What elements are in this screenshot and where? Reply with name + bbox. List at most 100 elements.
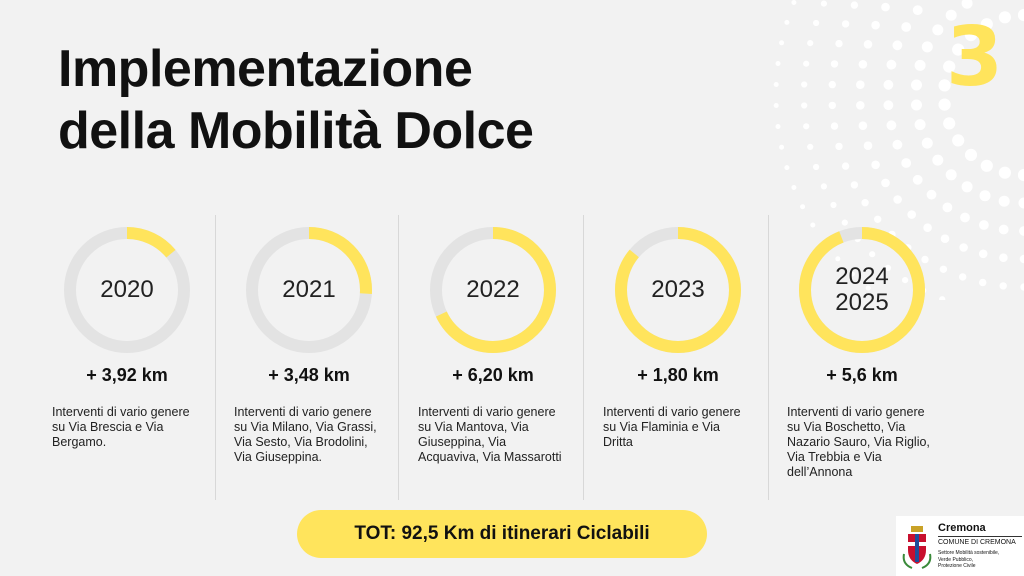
- year-label-line: 2022: [466, 276, 520, 303]
- decorative-dot: [830, 122, 839, 130]
- decorative-dot: [861, 199, 869, 207]
- decorative-dot: [810, 222, 816, 228]
- year-label: 2021: [244, 225, 374, 355]
- decorative-dot: [803, 123, 810, 130]
- progress-ring-fill: [246, 227, 372, 353]
- decorative-dot: [820, 0, 827, 7]
- decorative-dot: [886, 59, 897, 70]
- progress-ring: [615, 227, 741, 353]
- decorative-dot: [893, 195, 902, 204]
- decorative-dot: [1017, 168, 1024, 182]
- decorative-dot: [979, 278, 987, 287]
- decorative-dot: [830, 60, 839, 68]
- decorative-dot: [939, 265, 948, 273]
- decorative-dot: [911, 99, 922, 111]
- decorative-dot: [914, 59, 926, 71]
- decorative-dot: [886, 120, 897, 131]
- decorative-dot: [921, 137, 933, 149]
- decorative-dot: [1019, 226, 1024, 236]
- decorative-dot: [940, 234, 950, 243]
- comune-logo: Cremona COMUNE DI CREMONA Settore Mobili…: [896, 516, 1024, 576]
- decorative-dot: [998, 195, 1010, 207]
- intervention-description: Interventi di vario genere su Via Bosche…: [787, 405, 930, 479]
- decorative-dot: [938, 79, 951, 92]
- decorative-dot: [828, 80, 836, 89]
- year-label: 2022: [428, 225, 558, 355]
- decorative-dot: [784, 19, 790, 25]
- decorative-dot: [912, 174, 923, 185]
- logo-subtitle: COMUNE DI CREMONA: [938, 539, 1016, 546]
- decorative-dot: [952, 43, 965, 56]
- decorative-dot: [779, 40, 785, 46]
- logo-department: Settore Mobilità sostenibile, Verde Pubb…: [938, 550, 1022, 570]
- decorative-dot: [921, 41, 933, 53]
- decorative-dot: [881, 2, 890, 12]
- page-title-line-1: Implementazione: [58, 40, 473, 98]
- decorative-dot: [841, 20, 850, 28]
- intervention-description: Interventi di vario genere su Via Milano…: [234, 405, 377, 464]
- decorative-dot: [952, 134, 965, 147]
- year-label: 2024 2025: [797, 225, 927, 355]
- decorative-dot: [807, 40, 814, 47]
- decorative-dot: [874, 215, 882, 223]
- decorative-dot: [945, 169, 957, 181]
- decorative-dot: [883, 100, 894, 111]
- decorative-dot: [979, 190, 991, 202]
- km-added: + 5,6 km: [826, 365, 898, 385]
- decorative-dot: [1018, 197, 1024, 209]
- decorative-dot: [775, 61, 781, 66]
- decorative-dot: [914, 119, 926, 131]
- logo-divider: [938, 536, 1022, 537]
- decorative-dot: [779, 144, 785, 150]
- decorative-dot: [784, 165, 790, 171]
- column-divider: [215, 215, 216, 500]
- decorative-dot: [892, 40, 903, 51]
- decorative-dot: [883, 79, 894, 90]
- year-label: 2023: [613, 225, 743, 355]
- decorative-dot: [961, 0, 973, 9]
- total-km-badge: TOT: 92,5 Km di itinerari Ciclabili: [297, 510, 707, 558]
- decorative-dot: [849, 271, 855, 277]
- decorative-dot: [863, 141, 873, 150]
- page-title: Implementazione della Mobilità Dolce: [58, 38, 534, 162]
- decorative-dot: [964, 148, 978, 161]
- decorative-dot: [998, 166, 1011, 179]
- decorative-dot: [813, 19, 820, 27]
- progress-ring: [799, 227, 925, 353]
- decorative-dot: [943, 60, 956, 73]
- decorative-dot: [884, 264, 892, 271]
- decorative-dot: [945, 9, 957, 21]
- decorative-dot: [923, 223, 932, 232]
- decorative-dot: [863, 40, 873, 49]
- logo-name: Cremona: [938, 522, 986, 534]
- logo-department-line: Protezione Civile: [938, 563, 976, 569]
- logo-department-line: Settore Mobilità sostenibile,: [938, 550, 1000, 556]
- decorative-dot: [999, 282, 1007, 290]
- decorative-dot: [939, 296, 946, 300]
- progress-ring-fill: [799, 227, 925, 353]
- progress-ring-fill: [430, 227, 556, 353]
- column-divider: [583, 215, 584, 500]
- decorative-dot: [881, 178, 890, 188]
- decorative-dot: [773, 103, 779, 108]
- decorative-dot: [801, 81, 808, 88]
- decorative-dot: [791, 0, 797, 5]
- decorative-dot: [901, 158, 912, 168]
- decorative-dot: [912, 5, 923, 16]
- decorative-dot: [775, 124, 781, 129]
- intervention-description: Interventi di vario genere su Via Flamin…: [603, 405, 741, 449]
- decorative-dot: [960, 212, 970, 223]
- decorative-dot: [980, 18, 993, 31]
- intervention-description: Interventi di vario genere su Via Bresci…: [52, 405, 190, 449]
- year-label-line: 2020: [100, 276, 154, 303]
- decorative-dot: [850, 181, 859, 189]
- decorative-dot: [980, 159, 993, 172]
- decorative-dot: [979, 220, 989, 230]
- decorative-dot: [1017, 8, 1024, 22]
- progress-ring: [246, 227, 372, 353]
- intervention-description: Interventi di vario genere su Via Mantov…: [418, 405, 562, 464]
- column-divider: [398, 215, 399, 500]
- decorative-dot: [841, 219, 848, 226]
- decorative-dot: [959, 243, 968, 252]
- km-added: + 1,80 km: [637, 365, 719, 385]
